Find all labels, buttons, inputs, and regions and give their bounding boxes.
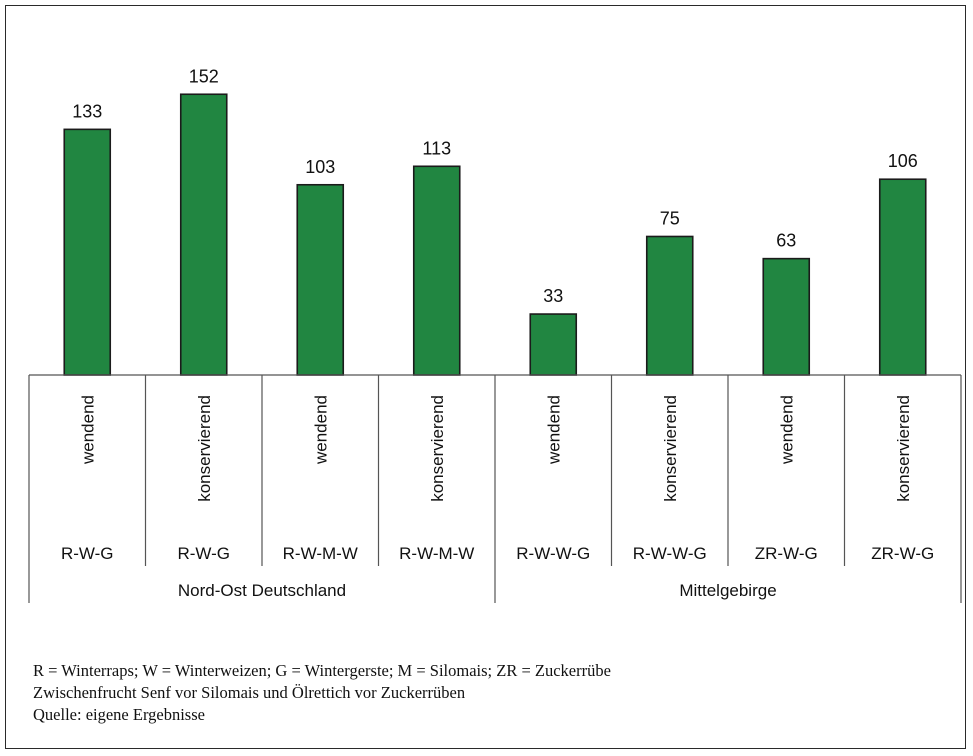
- bar-chart: 133 152 103 113 33 75 63 106 wendend R-W-G konser…: [6, 6, 967, 626]
- rotation-label: R-W-M-W: [399, 544, 474, 563]
- treatment-label: konservierend: [428, 395, 447, 502]
- treatment-label: konservierend: [661, 395, 680, 502]
- rotation-label: ZR-W-G: [871, 544, 934, 563]
- region-label: Mittelgebirge: [679, 581, 776, 600]
- treatment-label: konservierend: [195, 395, 214, 502]
- bar: [647, 236, 693, 375]
- treatment-label: wendend: [777, 395, 796, 465]
- value-label: 63: [776, 231, 796, 251]
- bar: [297, 185, 343, 375]
- value-label: 113: [422, 138, 451, 158]
- bar: [880, 179, 926, 375]
- rotation-label: R-W-W-G: [633, 544, 707, 563]
- treatment-label: wendend: [78, 395, 97, 465]
- treatment-label: wendend: [311, 395, 330, 465]
- treatment-label: konservierend: [894, 395, 913, 502]
- figure-frame: 133 152 103 113 33 75 63 106 wendend R-W-G konser…: [5, 5, 966, 749]
- value-label: 33: [543, 286, 563, 306]
- catch-crop-note: Zwischenfrucht Senf vor Silomais und Ölr…: [33, 682, 611, 704]
- value-label: 152: [189, 66, 219, 86]
- bar: [181, 94, 227, 375]
- value-label: 133: [72, 101, 102, 121]
- category-label-group: wendend R-W-G konservierend R-W-G wendend R-W…: [61, 395, 934, 600]
- rotation-label: R-W-G: [177, 544, 230, 563]
- bar: [530, 314, 576, 375]
- value-label: 75: [660, 208, 680, 228]
- bar-group: [64, 94, 926, 375]
- bar: [763, 259, 809, 375]
- value-label: 106: [888, 151, 918, 171]
- rotation-label: ZR-W-G: [755, 544, 818, 563]
- source-note: Quelle: eigene Ergebnisse: [33, 704, 611, 726]
- bar: [414, 166, 460, 375]
- value-label: 103: [305, 157, 335, 177]
- category-axis: [29, 375, 961, 603]
- rotation-label: R-W-M-W: [283, 544, 358, 563]
- rotation-label: R-W-W-G: [516, 544, 590, 563]
- bar: [64, 129, 110, 375]
- rotation-label: R-W-G: [61, 544, 114, 563]
- treatment-label: wendend: [544, 395, 563, 465]
- footnotes: R = Winterraps; W = Winterweizen; G = Wi…: [33, 660, 611, 726]
- abbreviation-note: R = Winterraps; W = Winterweizen; G = Wi…: [33, 660, 611, 682]
- region-label: Nord-Ost Deutschland: [178, 581, 346, 600]
